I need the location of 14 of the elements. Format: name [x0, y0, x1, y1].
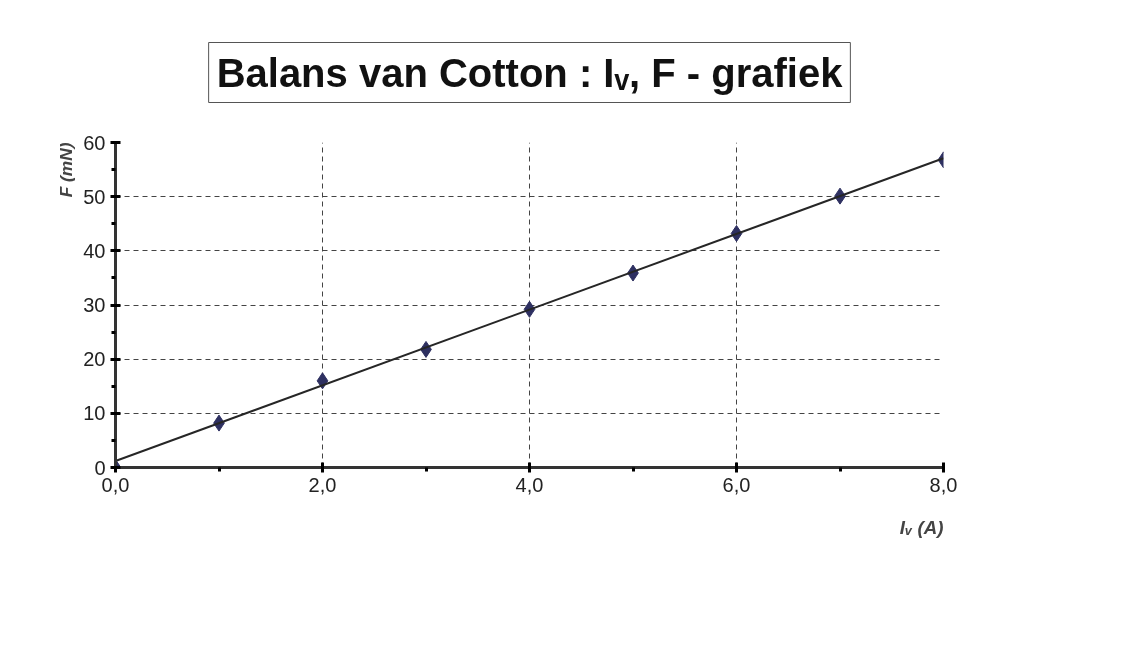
y-axis-title: F (mN): [55, 142, 76, 198]
chart-title: Balans van Cotton : Iᵥ, F - grafiek: [216, 50, 844, 95]
x-tick-label: 8,0: [929, 473, 958, 496]
y-tick-label: 20: [83, 348, 106, 371]
y-tick-label: 40: [83, 239, 106, 262]
y-tick-label: 60: [83, 131, 106, 154]
y-tick-label: 50: [83, 185, 106, 208]
y-tick-label: 0: [94, 456, 106, 479]
x-tick-label: 4,0: [515, 473, 544, 496]
x-tick-label: 2,0: [308, 473, 337, 496]
y-tick-label: 30: [83, 294, 106, 316]
x-tick-label: 6,0: [722, 473, 751, 496]
y-tick-label: 10: [83, 402, 106, 425]
x-axis-title: Iᵥ (A): [899, 516, 944, 538]
